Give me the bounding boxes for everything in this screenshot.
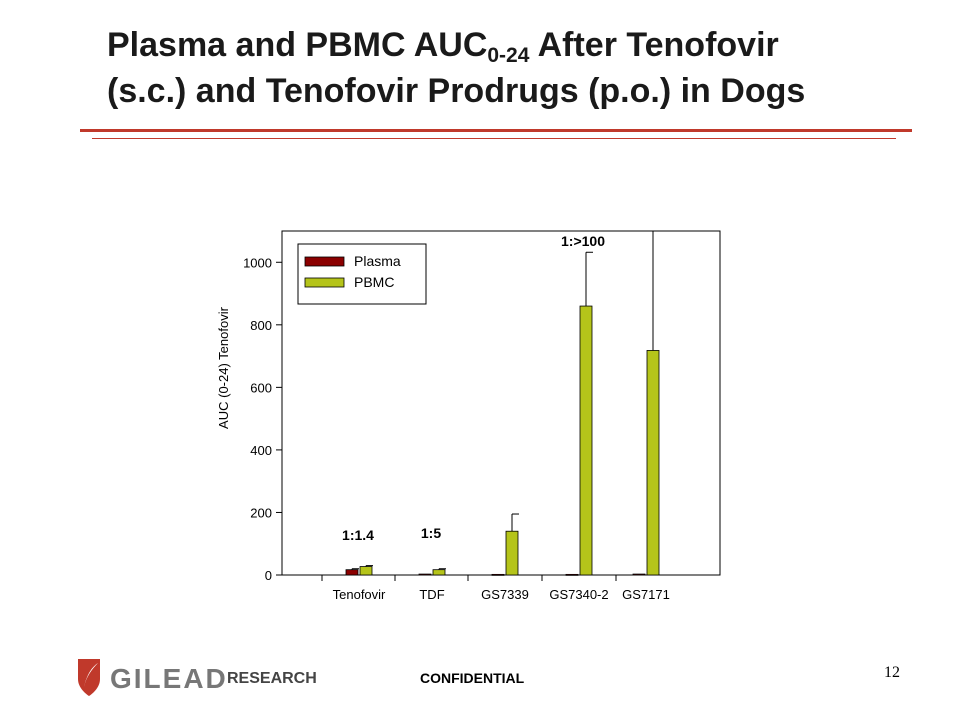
bar-plasma-gs7171 <box>632 573 646 576</box>
gilead-logo-icon <box>78 659 100 696</box>
bar-plasma-gs7339 <box>491 573 505 576</box>
y-tick-label: 600 <box>250 380 272 395</box>
x-tick-label: TDF <box>419 587 444 602</box>
x-tick-label: GS7339 <box>481 587 529 602</box>
legend-label-pbmc: PBMC <box>354 274 394 290</box>
x-tick-label: Tenofovir <box>333 587 386 602</box>
legend-swatch-plasma <box>304 256 345 267</box>
bar-pbmc-gs7340-2 <box>579 305 593 576</box>
x-tick-label: GS7171 <box>622 587 670 602</box>
slide-title: Plasma and PBMC AUC0-24 After Tenofovir … <box>107 22 927 114</box>
y-tick-label: 1000 <box>243 255 272 270</box>
y-tick-label: 400 <box>250 443 272 458</box>
bar-pbmc-tenofovir <box>359 566 373 576</box>
logo-wordmark: GILEAD <box>110 663 228 694</box>
logo-subtitle: RESEARCH <box>227 670 317 687</box>
title-rule-thin <box>92 138 896 139</box>
ratio-annotation: 1:1.4 <box>342 527 374 543</box>
confidential-label: CONFIDENTIAL <box>420 670 525 686</box>
y-tick-label: 200 <box>250 505 272 520</box>
title-line1-post: After Tenofovir <box>529 26 779 64</box>
legend-swatch-pbmc <box>304 277 345 288</box>
ratio-annotation: 1:5 <box>421 525 441 541</box>
title-rule-thick <box>80 129 912 132</box>
ratio-annotation: 1:>100 <box>561 233 605 249</box>
bar-pbmc-gs7171 <box>646 350 660 576</box>
x-tick-label: GS7340-2 <box>549 587 608 602</box>
title-line1-pre: Plasma and PBMC AUC <box>107 26 488 64</box>
bar-pbmc-tdf <box>432 569 446 576</box>
y-tick-label: 0 <box>265 568 272 583</box>
page-number: 12 <box>884 664 900 681</box>
legend-box <box>297 243 427 305</box>
y-axis-label: AUC (0-24) Tenofovir <box>216 306 231 429</box>
legend-label-plasma: Plasma <box>354 253 401 269</box>
title-subscript: 0-24 <box>487 44 530 67</box>
bar-pbmc-gs7339 <box>505 530 519 576</box>
title-line2: (s.c.) and Tenofovir Prodrugs (p.o.) in … <box>107 72 806 110</box>
bar-plasma-tenofovir <box>345 569 359 576</box>
y-tick-label: 800 <box>250 318 272 333</box>
bar-plasma-tdf <box>418 573 432 576</box>
bar-plasma-gs7340-2 <box>565 573 579 576</box>
